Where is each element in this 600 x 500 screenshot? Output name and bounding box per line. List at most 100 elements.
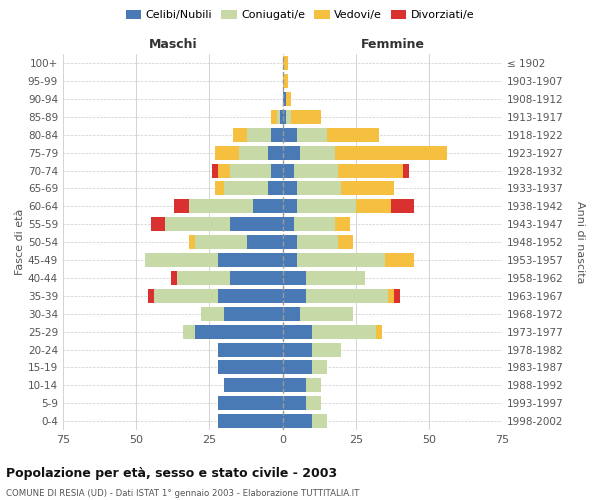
- Bar: [312, 324, 376, 338]
- Bar: [148, 289, 154, 303]
- Bar: [271, 110, 277, 124]
- Bar: [183, 324, 195, 338]
- Bar: [271, 164, 283, 177]
- Bar: [394, 289, 400, 303]
- Bar: [306, 271, 365, 285]
- Bar: [283, 182, 297, 196]
- Bar: [385, 253, 415, 267]
- Bar: [233, 128, 247, 141]
- Bar: [283, 289, 306, 303]
- Bar: [312, 414, 326, 428]
- Bar: [335, 146, 446, 160]
- Bar: [283, 360, 312, 374]
- Bar: [297, 182, 341, 196]
- Bar: [224, 182, 268, 196]
- Bar: [283, 253, 297, 267]
- Bar: [189, 235, 195, 249]
- Bar: [218, 360, 283, 374]
- Bar: [376, 324, 382, 338]
- Bar: [268, 146, 283, 160]
- Text: Femmine: Femmine: [361, 38, 424, 51]
- Bar: [283, 74, 289, 88]
- Bar: [295, 164, 338, 177]
- Bar: [312, 360, 326, 374]
- Bar: [247, 235, 283, 249]
- Bar: [277, 110, 280, 124]
- Bar: [195, 235, 247, 249]
- Bar: [283, 414, 312, 428]
- Bar: [215, 146, 239, 160]
- Bar: [283, 128, 297, 141]
- Bar: [283, 56, 289, 70]
- Bar: [306, 396, 320, 410]
- Bar: [292, 110, 320, 124]
- Bar: [338, 164, 403, 177]
- Bar: [271, 128, 283, 141]
- Bar: [145, 253, 218, 267]
- Text: Popolazione per età, sesso e stato civile - 2003: Popolazione per età, sesso e stato civil…: [6, 468, 337, 480]
- Bar: [151, 218, 166, 231]
- Bar: [391, 200, 415, 213]
- Bar: [230, 218, 283, 231]
- Bar: [171, 271, 177, 285]
- Bar: [154, 289, 218, 303]
- Bar: [283, 164, 295, 177]
- Bar: [283, 110, 286, 124]
- Bar: [356, 200, 391, 213]
- Bar: [306, 289, 388, 303]
- Bar: [286, 110, 292, 124]
- Bar: [195, 324, 283, 338]
- Bar: [283, 200, 297, 213]
- Bar: [283, 92, 286, 106]
- Bar: [335, 218, 350, 231]
- Bar: [283, 218, 295, 231]
- Bar: [218, 289, 283, 303]
- Bar: [218, 396, 283, 410]
- Bar: [247, 128, 271, 141]
- Bar: [174, 200, 189, 213]
- Bar: [297, 128, 326, 141]
- Bar: [215, 182, 224, 196]
- Bar: [177, 271, 230, 285]
- Bar: [300, 146, 335, 160]
- Bar: [283, 396, 306, 410]
- Bar: [224, 307, 283, 320]
- Bar: [280, 110, 283, 124]
- Bar: [283, 235, 297, 249]
- Bar: [218, 253, 283, 267]
- Bar: [218, 414, 283, 428]
- Bar: [297, 235, 338, 249]
- Bar: [200, 307, 224, 320]
- Text: COMUNE DI RESIA (UD) - Dati ISTAT 1° gennaio 2003 - Elaborazione TUTTITALIA.IT: COMUNE DI RESIA (UD) - Dati ISTAT 1° gen…: [6, 489, 359, 498]
- Bar: [230, 164, 271, 177]
- Bar: [283, 271, 306, 285]
- Bar: [286, 92, 292, 106]
- Bar: [218, 164, 230, 177]
- Bar: [283, 324, 312, 338]
- Bar: [297, 200, 356, 213]
- Bar: [230, 271, 283, 285]
- Bar: [224, 378, 283, 392]
- Bar: [212, 164, 218, 177]
- Text: Maschi: Maschi: [148, 38, 197, 51]
- Bar: [283, 146, 300, 160]
- Bar: [283, 378, 306, 392]
- Bar: [239, 146, 268, 160]
- Bar: [283, 342, 312, 356]
- Bar: [268, 182, 283, 196]
- Bar: [388, 289, 394, 303]
- Bar: [218, 342, 283, 356]
- Bar: [166, 218, 230, 231]
- Bar: [326, 128, 379, 141]
- Bar: [312, 342, 341, 356]
- Bar: [403, 164, 409, 177]
- Y-axis label: Anni di nascita: Anni di nascita: [575, 201, 585, 283]
- Bar: [300, 307, 353, 320]
- Legend: Celibi/Nubili, Coniugati/e, Vedovi/e, Divorziati/e: Celibi/Nubili, Coniugati/e, Vedovi/e, Di…: [121, 6, 479, 25]
- Bar: [189, 200, 253, 213]
- Bar: [295, 218, 335, 231]
- Bar: [283, 307, 300, 320]
- Y-axis label: Fasce di età: Fasce di età: [15, 209, 25, 276]
- Bar: [253, 200, 283, 213]
- Bar: [297, 253, 385, 267]
